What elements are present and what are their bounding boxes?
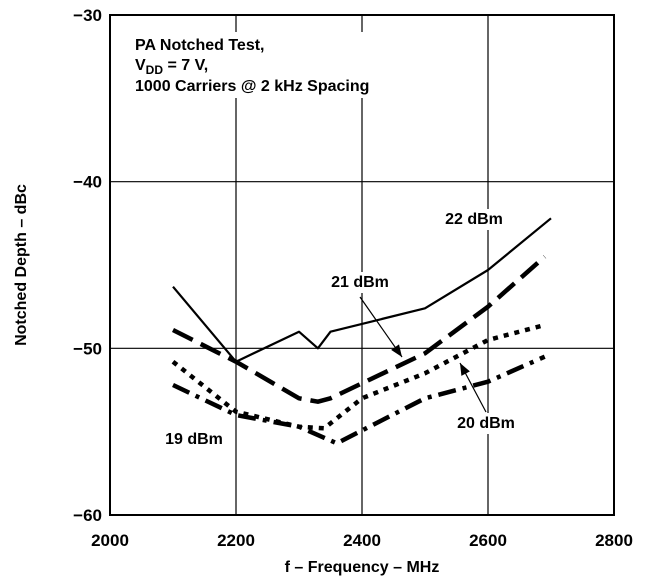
grid-lines [110, 15, 614, 515]
y-tick-label: −30 [73, 6, 102, 25]
series-label: 19 dBm [165, 431, 223, 448]
y-tick-label: −50 [73, 339, 102, 358]
label-arrowhead [391, 344, 402, 357]
annotation-line-1: PA Notched Test, [135, 37, 265, 54]
annotation-v: V [135, 57, 146, 74]
x-tick-label: 2000 [91, 531, 129, 550]
x-tick-label: 2200 [217, 531, 255, 550]
series-line-21-dbm [171, 255, 547, 404]
series-label-background [322, 272, 398, 293]
annotation-background [128, 32, 444, 98]
annotation-line-3: 1000 Carriers @ 2 kHz Spacing [135, 78, 369, 95]
label-arrow [359, 296, 403, 358]
y-tick-labels: −30 −40 −50 −60 [73, 6, 102, 525]
x-tick-label: 2600 [469, 531, 507, 550]
series-labels: 22 dBm 21 dBm 20 dBm 19 dBm [156, 209, 524, 450]
x-tick-labels: 2000 2200 2400 2600 2800 [91, 531, 633, 550]
x-tick-label: 2800 [595, 531, 633, 550]
series-label: 21 dBm [331, 274, 389, 291]
plot-frame [109, 14, 615, 516]
x-tick-label: 2400 [343, 531, 381, 550]
series-line-20-dbm [172, 354, 546, 446]
annotation-block: PA Notched Test, VDD = 7 V, 1000 Carrier… [135, 37, 369, 95]
y-tick-label: −60 [73, 506, 102, 525]
series-label-background [436, 209, 512, 230]
y-tick-label: −40 [73, 173, 102, 192]
series-label-background [156, 429, 232, 450]
x-axis-label: f – Frequency – MHz [285, 559, 440, 576]
y-axis-label: Notched Depth – dBc [13, 184, 30, 346]
series-label-background [448, 413, 524, 434]
series-label: 22 dBm [445, 211, 503, 228]
series-line-19-dbm [171, 322, 546, 431]
series-line-22-dbm [172, 217, 552, 363]
label-arrowhead [460, 363, 470, 376]
annotation-v-suffix: = 7 V, [163, 57, 208, 74]
annotation-line-2: VDD = 7 V, [135, 57, 208, 77]
series-label: 20 dBm [457, 415, 515, 432]
series-lines [171, 217, 552, 446]
annotation-v-subscript: DD [146, 63, 164, 77]
